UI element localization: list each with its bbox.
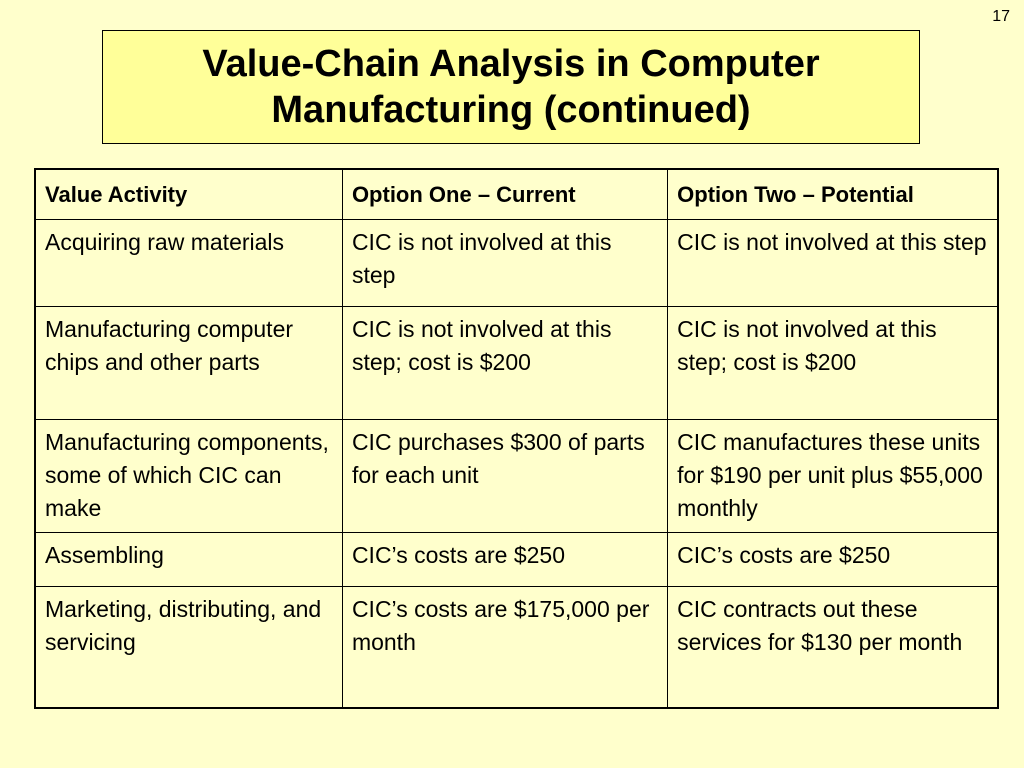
option-one-cell: CIC is not involved at this step; cost i… [341, 306, 669, 420]
table-row: Assembling CIC’s costs are $250 CIC’s co… [34, 532, 999, 587]
activity-cell: Assembling [34, 532, 343, 587]
option-two-cell: CIC manufactures these units for $190 pe… [667, 419, 999, 533]
activity-cell: Manufacturing components, some of which … [34, 419, 343, 533]
option-one-cell: CIC is not involved at this step [341, 219, 669, 307]
table-header-row: Value Activity Option One – Current Opti… [34, 168, 999, 220]
table-row: Marketing, distributing, and servicing C… [34, 586, 999, 709]
slide-number: 17 [992, 8, 1010, 25]
table-row: Manufacturing components, some of which … [34, 419, 999, 533]
slide-title: Value-Chain Analysis in Computer Manufac… [202, 41, 819, 133]
header-option-two: Option Two – Potential [667, 168, 999, 220]
header-value-activity: Value Activity [34, 168, 343, 220]
activity-cell: Manufacturing computer chips and other p… [34, 306, 343, 420]
option-two-cell: CIC is not involved at this step; cost i… [667, 306, 999, 420]
activity-cell: Acquiring raw materials [34, 219, 343, 307]
slide-title-line-1: Value-Chain Analysis in Computer [202, 43, 820, 85]
table-row: Acquiring raw materials CIC is not invol… [34, 219, 999, 307]
option-two-cell: CIC contracts out these services for $13… [667, 586, 999, 709]
option-two-cell: CIC’s costs are $250 [667, 532, 999, 587]
option-one-cell: CIC’s costs are $250 [341, 532, 669, 587]
table-row: Manufacturing computer chips and other p… [34, 306, 999, 420]
option-two-cell: CIC is not involved at this step [667, 219, 999, 307]
option-one-cell: CIC purchases $300 of parts for each uni… [341, 419, 669, 533]
slide-title-line-2: Manufacturing (continued) [271, 89, 751, 131]
header-option-one: Option One – Current [341, 168, 669, 220]
activity-cell: Marketing, distributing, and servicing [34, 586, 343, 709]
option-one-cell: CIC’s costs are $175,000 per month [341, 586, 669, 709]
value-chain-table: Value Activity Option One – Current Opti… [34, 168, 999, 709]
title-box: Value-Chain Analysis in Computer Manufac… [102, 30, 920, 144]
